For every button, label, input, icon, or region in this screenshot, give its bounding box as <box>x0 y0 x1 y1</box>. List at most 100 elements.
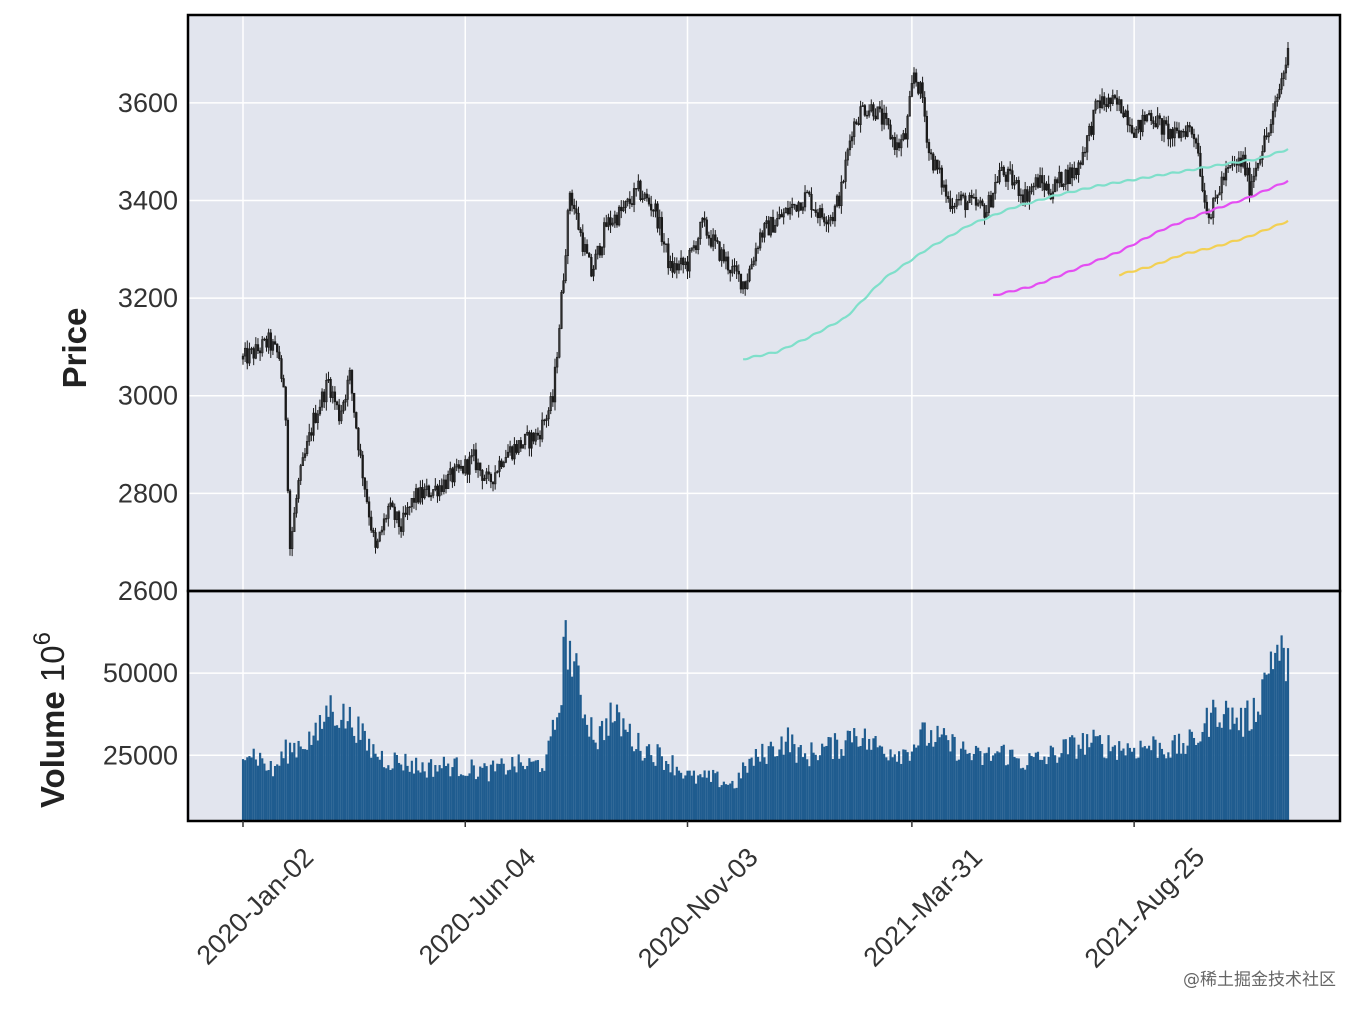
volume-bar <box>534 760 537 821</box>
candle-body <box>436 485 439 497</box>
candle-body <box>686 261 689 272</box>
volume-bar <box>752 765 755 821</box>
volume-bar <box>594 742 597 821</box>
candle-body <box>1004 174 1008 182</box>
volume-bar <box>560 705 563 821</box>
volume-bar <box>256 765 260 821</box>
candle-body <box>639 180 642 200</box>
candle-body <box>891 136 894 140</box>
volume-bar <box>737 772 740 821</box>
volume-bar <box>547 740 550 821</box>
candle-body <box>897 142 901 149</box>
candle-body <box>1053 179 1057 193</box>
volume-bar <box>1171 740 1174 821</box>
volume-bar <box>1021 767 1025 821</box>
volume-bar <box>449 776 452 821</box>
x-tick-label: 2021-Mar-31 <box>858 842 989 973</box>
candle-body <box>374 532 377 548</box>
volume-bar <box>684 775 687 821</box>
candle-body <box>1085 135 1089 153</box>
candle-body <box>1218 192 1221 196</box>
candle-body <box>763 223 766 238</box>
volume-bar <box>705 777 708 821</box>
candle-body <box>404 512 407 515</box>
volume-bar <box>643 758 646 821</box>
candle-body <box>692 245 696 249</box>
candle-body <box>329 379 332 398</box>
volume-bar <box>959 748 963 821</box>
candle-body <box>395 511 399 520</box>
volume-bar <box>718 787 721 821</box>
candle-body <box>705 219 708 236</box>
candle-body <box>624 201 627 208</box>
candle-body <box>688 249 691 272</box>
candle-body <box>750 264 753 270</box>
volume-bar <box>609 702 612 821</box>
volume-bar <box>979 751 982 821</box>
volume-bar <box>489 764 493 821</box>
volume-bar <box>778 749 781 821</box>
candle-body <box>1079 162 1082 165</box>
candle-body <box>365 489 369 503</box>
candle-body <box>500 460 503 468</box>
volume-bar <box>735 787 738 821</box>
candle-body <box>558 328 561 358</box>
volume-bar <box>404 753 407 821</box>
volume-bar <box>481 767 484 821</box>
candle-body <box>848 140 852 151</box>
candle-body <box>1062 183 1065 187</box>
volume-bar <box>269 761 272 821</box>
volume-bar <box>650 755 653 821</box>
candle-body <box>1077 162 1080 175</box>
candle-body <box>1088 125 1091 136</box>
volume-bar <box>427 762 431 821</box>
volume-bar <box>716 771 719 821</box>
candle-body <box>1160 118 1164 135</box>
volume-bar <box>571 676 574 821</box>
candle-body <box>1056 179 1059 184</box>
volume-bar <box>466 775 469 821</box>
candle-body <box>566 210 569 256</box>
candle-body <box>370 516 373 531</box>
candle-body <box>434 485 437 490</box>
volume-bar <box>1259 714 1262 821</box>
volume-bar <box>504 774 507 821</box>
volume-bar <box>1013 756 1016 821</box>
volume-bar <box>273 765 277 821</box>
candle-body <box>254 344 257 359</box>
candle-body <box>769 217 772 236</box>
candle-body <box>1271 110 1275 125</box>
candle-body <box>508 446 512 453</box>
candle-body <box>295 498 298 514</box>
candle-body <box>385 518 388 520</box>
candle-body <box>541 419 544 440</box>
volume-bar <box>885 757 888 821</box>
volume-bar <box>1088 747 1091 821</box>
candle-body <box>996 181 999 184</box>
candle-body <box>511 446 514 460</box>
candle-body <box>562 280 565 293</box>
volume-bar <box>1197 742 1200 821</box>
volume-bar <box>754 749 757 821</box>
candle-body <box>1096 100 1099 102</box>
candle-body <box>583 244 587 252</box>
volume-bar <box>335 725 339 821</box>
volume-bar <box>1090 742 1093 821</box>
volume-bar <box>464 775 467 821</box>
price-axis-label: Price <box>56 308 93 389</box>
candle-body <box>739 273 743 290</box>
volume-bar <box>581 718 584 821</box>
volume-bar <box>1195 744 1198 821</box>
candle-body <box>1246 167 1249 176</box>
candle-body <box>607 217 610 227</box>
candle-body <box>1227 167 1230 169</box>
candle-body <box>446 474 450 489</box>
volume-bar <box>526 765 529 821</box>
candle-body <box>865 114 869 117</box>
candle-body <box>406 507 409 515</box>
candle-body <box>1250 181 1253 196</box>
volume-bar <box>393 752 396 821</box>
volume-bar <box>250 757 253 821</box>
candle-body <box>410 498 413 508</box>
candle-body <box>423 489 426 499</box>
